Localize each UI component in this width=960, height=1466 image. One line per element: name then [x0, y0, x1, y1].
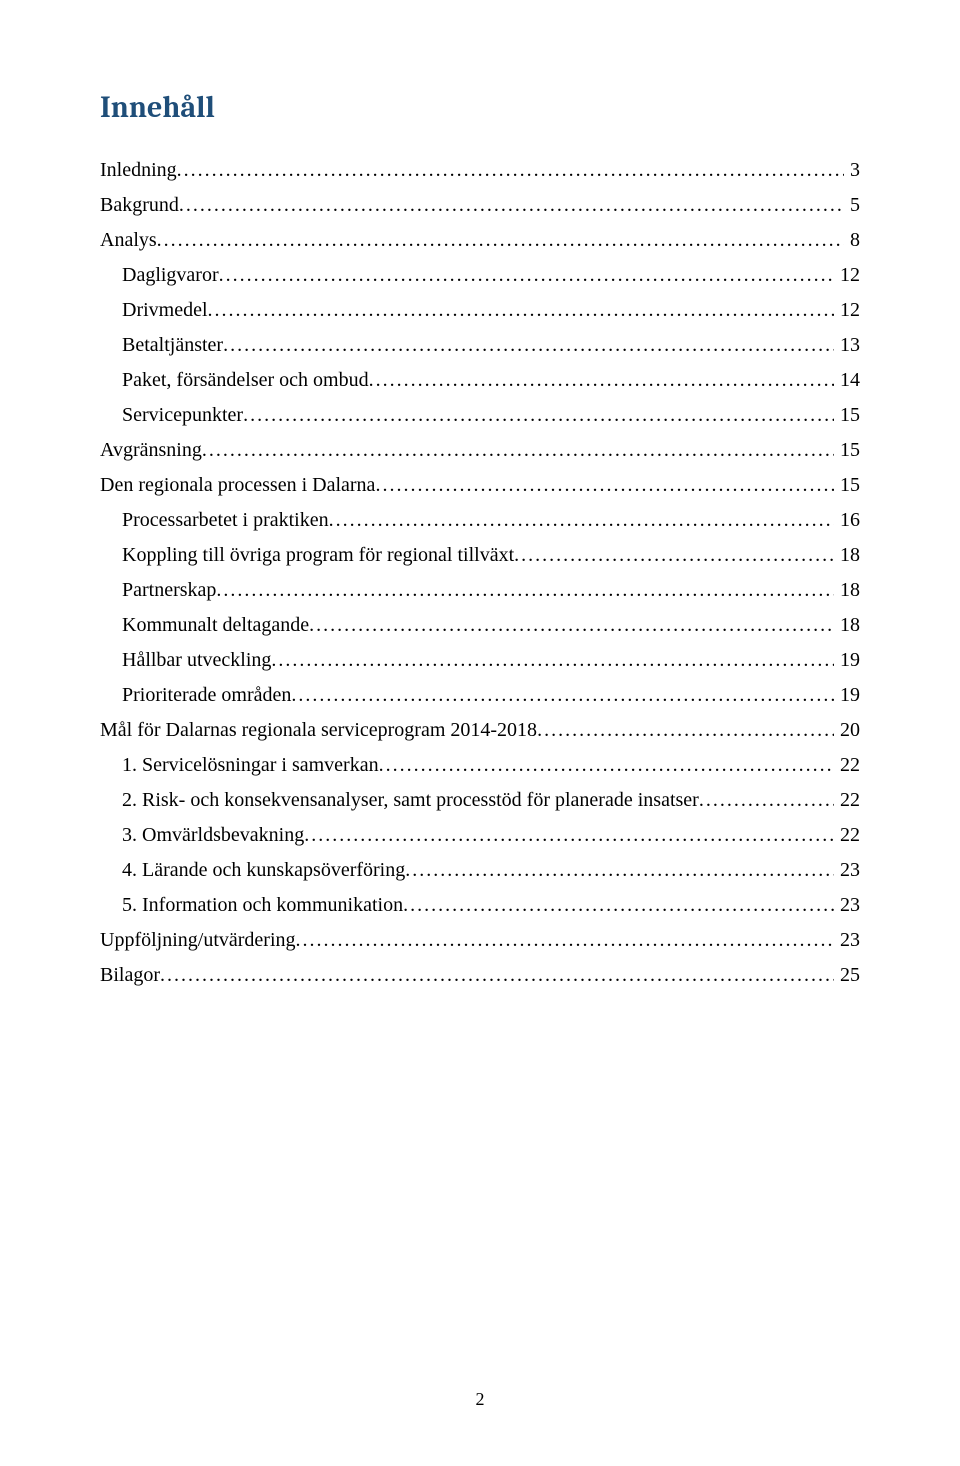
toc-entry-label: 3. Omvärldsbevakning — [122, 818, 304, 853]
toc-entry[interactable]: Drivmedel...............................… — [100, 293, 860, 328]
toc-entry[interactable]: Mål för Dalarnas regionala serviceprogra… — [100, 713, 860, 748]
toc-entry-page: 12 — [834, 258, 860, 293]
toc-leader: ........................................… — [405, 853, 834, 888]
toc-entry-page: 15 — [834, 468, 860, 503]
toc-entry[interactable]: Bakgrund................................… — [100, 188, 860, 223]
toc-entry-label: Mål för Dalarnas regionala serviceprogra… — [100, 713, 537, 748]
toc-entry[interactable]: Den regionala processen i Dalarna.......… — [100, 468, 860, 503]
toc-entry-label: 2. Risk- och konsekvensanalyser, samt pr… — [122, 783, 699, 818]
toc-entry-label: Hållbar utveckling — [122, 643, 271, 678]
toc-leader: ........................................… — [177, 153, 844, 188]
toc-leader: ........................................… — [537, 713, 834, 748]
toc-entry[interactable]: Bilagor.................................… — [100, 958, 860, 993]
toc-leader: ........................................… — [699, 783, 834, 818]
toc-entry-page: 3 — [844, 153, 860, 188]
toc-entry-label: Paket, försändelser och ombud — [122, 363, 369, 398]
toc-entry-page: 23 — [834, 888, 860, 923]
toc-entry-page: 15 — [834, 433, 860, 468]
toc-leader: ........................................… — [243, 398, 834, 433]
toc-entry-label: Den regionala processen i Dalarna — [100, 468, 375, 503]
toc-entry-page: 19 — [834, 643, 860, 678]
toc-entry[interactable]: Avgränsning.............................… — [100, 433, 860, 468]
toc-entry[interactable]: Servicepunkter..........................… — [100, 398, 860, 433]
toc-entry-label: 5. Information och kommunikation — [122, 888, 403, 923]
toc-entry-page: 23 — [834, 853, 860, 888]
toc-entry-label: Koppling till övriga program för regiona… — [122, 538, 514, 573]
toc-entry[interactable]: Paket, försändelser och ombud...........… — [100, 363, 860, 398]
toc-entry-page: 13 — [834, 328, 860, 363]
toc-leader: ........................................… — [219, 258, 834, 293]
toc-entry-label: Prioriterade områden — [122, 678, 291, 713]
toc-entry[interactable]: Betaltjänster...........................… — [100, 328, 860, 363]
toc-entry-label: Inledning — [100, 153, 177, 188]
toc-entry-page: 14 — [834, 363, 860, 398]
toc-entry-label: Servicepunkter — [122, 398, 243, 433]
page-number: 2 — [0, 1389, 960, 1410]
toc-entry-page: 16 — [834, 503, 860, 538]
toc-leader: ........................................… — [216, 573, 834, 608]
toc-leader: ........................................… — [304, 818, 834, 853]
toc-entry-label: Drivmedel — [122, 293, 208, 328]
toc-leader: ........................................… — [379, 748, 834, 783]
toc-entry-label: Bilagor — [100, 958, 160, 993]
toc-entry-label: 1. Servicelösningar i samverkan — [122, 748, 379, 783]
toc-entry-page: 8 — [844, 223, 860, 258]
toc-leader: ........................................… — [309, 608, 834, 643]
toc-entry[interactable]: Prioriterade områden....................… — [100, 678, 860, 713]
toc-entry[interactable]: Kommunalt deltagande....................… — [100, 608, 860, 643]
toc-entry[interactable]: Hållbar utveckling......................… — [100, 643, 860, 678]
toc-entry[interactable]: Analys..................................… — [100, 223, 860, 258]
toc-entry-label: Uppföljning/utvärdering — [100, 923, 296, 958]
toc-entry[interactable]: 3. Omvärldsbevakning....................… — [100, 818, 860, 853]
toc-entry-label: Avgränsning — [100, 433, 202, 468]
toc-entry-label: Analys — [100, 223, 157, 258]
toc-entry-page: 22 — [834, 783, 860, 818]
toc-leader: ........................................… — [157, 223, 844, 258]
toc-entry[interactable]: Koppling till övriga program för regiona… — [100, 538, 860, 573]
toc-entry-label: Dagligvaror — [122, 258, 219, 293]
toc-leader: ........................................… — [291, 678, 834, 713]
table-of-contents: Inledning...............................… — [100, 153, 860, 993]
toc-leader: ........................................… — [514, 538, 834, 573]
toc-entry-page: 22 — [834, 748, 860, 783]
toc-entry-label: Bakgrund — [100, 188, 179, 223]
toc-entry[interactable]: 5. Information och kommunikation........… — [100, 888, 860, 923]
toc-entry-page: 15 — [834, 398, 860, 433]
toc-leader: ........................................… — [223, 328, 834, 363]
toc-entry[interactable]: Inledning...............................… — [100, 153, 860, 188]
toc-entry[interactable]: 4. Lärande och kunskapsöverföring.......… — [100, 853, 860, 888]
toc-entry[interactable]: Partnerskap.............................… — [100, 573, 860, 608]
toc-entry-page: 20 — [834, 713, 860, 748]
toc-entry-page: 25 — [834, 958, 860, 993]
toc-leader: ........................................… — [375, 468, 834, 503]
toc-leader: ........................................… — [202, 433, 834, 468]
toc-leader: ........................................… — [296, 923, 834, 958]
toc-entry-page: 19 — [834, 678, 860, 713]
toc-entry[interactable]: Dagligvaror.............................… — [100, 258, 860, 293]
toc-leader: ........................................… — [329, 503, 834, 538]
toc-entry-page: 18 — [834, 573, 860, 608]
toc-entry-page: 22 — [834, 818, 860, 853]
toc-leader: ........................................… — [369, 363, 834, 398]
toc-heading: Innehåll — [100, 90, 860, 125]
toc-leader: ........................................… — [271, 643, 834, 678]
toc-leader: ........................................… — [179, 188, 844, 223]
toc-entry-page: 23 — [834, 923, 860, 958]
toc-entry[interactable]: Uppföljning/utvärdering.................… — [100, 923, 860, 958]
toc-entry-page: 18 — [834, 608, 860, 643]
toc-entry-label: Kommunalt deltagande — [122, 608, 309, 643]
toc-leader: ........................................… — [403, 888, 834, 923]
toc-leader: ........................................… — [160, 958, 834, 993]
toc-entry-page: 12 — [834, 293, 860, 328]
toc-entry-label: Betaltjänster — [122, 328, 223, 363]
toc-entry-label: Processarbetet i praktiken — [122, 503, 329, 538]
toc-entry[interactable]: 1. Servicelösningar i samverkan.........… — [100, 748, 860, 783]
toc-leader: ........................................… — [208, 293, 834, 328]
toc-entry-page: 5 — [844, 188, 860, 223]
toc-entry[interactable]: Processarbetet i praktiken..............… — [100, 503, 860, 538]
toc-entry-label: Partnerskap — [122, 573, 216, 608]
toc-entry[interactable]: 2. Risk- och konsekvensanalyser, samt pr… — [100, 783, 860, 818]
toc-entry-page: 18 — [834, 538, 860, 573]
toc-entry-label: 4. Lärande och kunskapsöverföring — [122, 853, 405, 888]
